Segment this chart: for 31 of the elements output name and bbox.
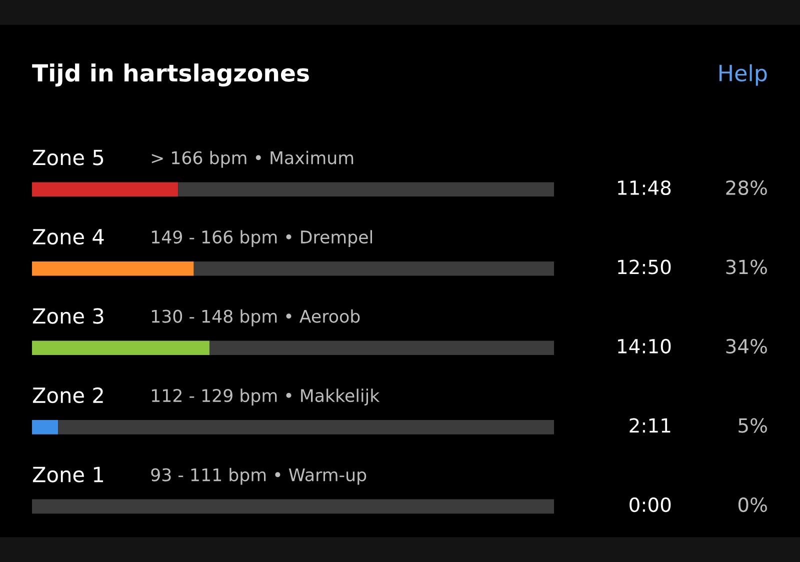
text: 14:10 <box>618 338 671 354</box>
bar <box>32 499 554 514</box>
y-tick-label: Zone 2 <box>32 387 103 404</box>
bar <box>32 182 178 197</box>
text: 2:11 <box>630 418 670 433</box>
bar <box>58 420 554 434</box>
bar <box>178 182 554 197</box>
bar <box>32 420 58 434</box>
text: 11:48 <box>618 180 671 196</box>
y-tick-label: Zone 3 <box>32 308 104 324</box>
annotation: 149 - 166 bpm • Drempel <box>152 230 372 247</box>
bar <box>194 262 554 276</box>
y-tick-label: Zone 5 <box>32 150 104 166</box>
data-label: 31% <box>726 260 767 274</box>
text: Help <box>720 64 767 86</box>
chart-title: Tijd in hartslagzones <box>32 63 309 87</box>
annotation: 130 - 148 bpm • Aeroob <box>152 309 360 326</box>
y-tick-label: Zone 1 <box>32 466 103 482</box>
text: 12:50 <box>618 260 671 274</box>
annotation: 93 - 111 bpm • Warm-up <box>151 468 366 485</box>
bar <box>32 340 210 356</box>
data-label: 28% <box>726 180 767 196</box>
data-label: 5% <box>738 418 767 433</box>
annotation: > 166 bpm • Maximum <box>152 150 354 168</box>
data-label: 0% <box>738 497 767 512</box>
annotation: 112 - 129 bpm • Makkelijk <box>152 388 380 406</box>
data-label: 34% <box>726 338 767 354</box>
bar <box>209 340 554 356</box>
bar <box>32 262 194 276</box>
y-tick-label: Zone 4 <box>32 229 104 245</box>
text: 0:00 <box>630 497 671 512</box>
